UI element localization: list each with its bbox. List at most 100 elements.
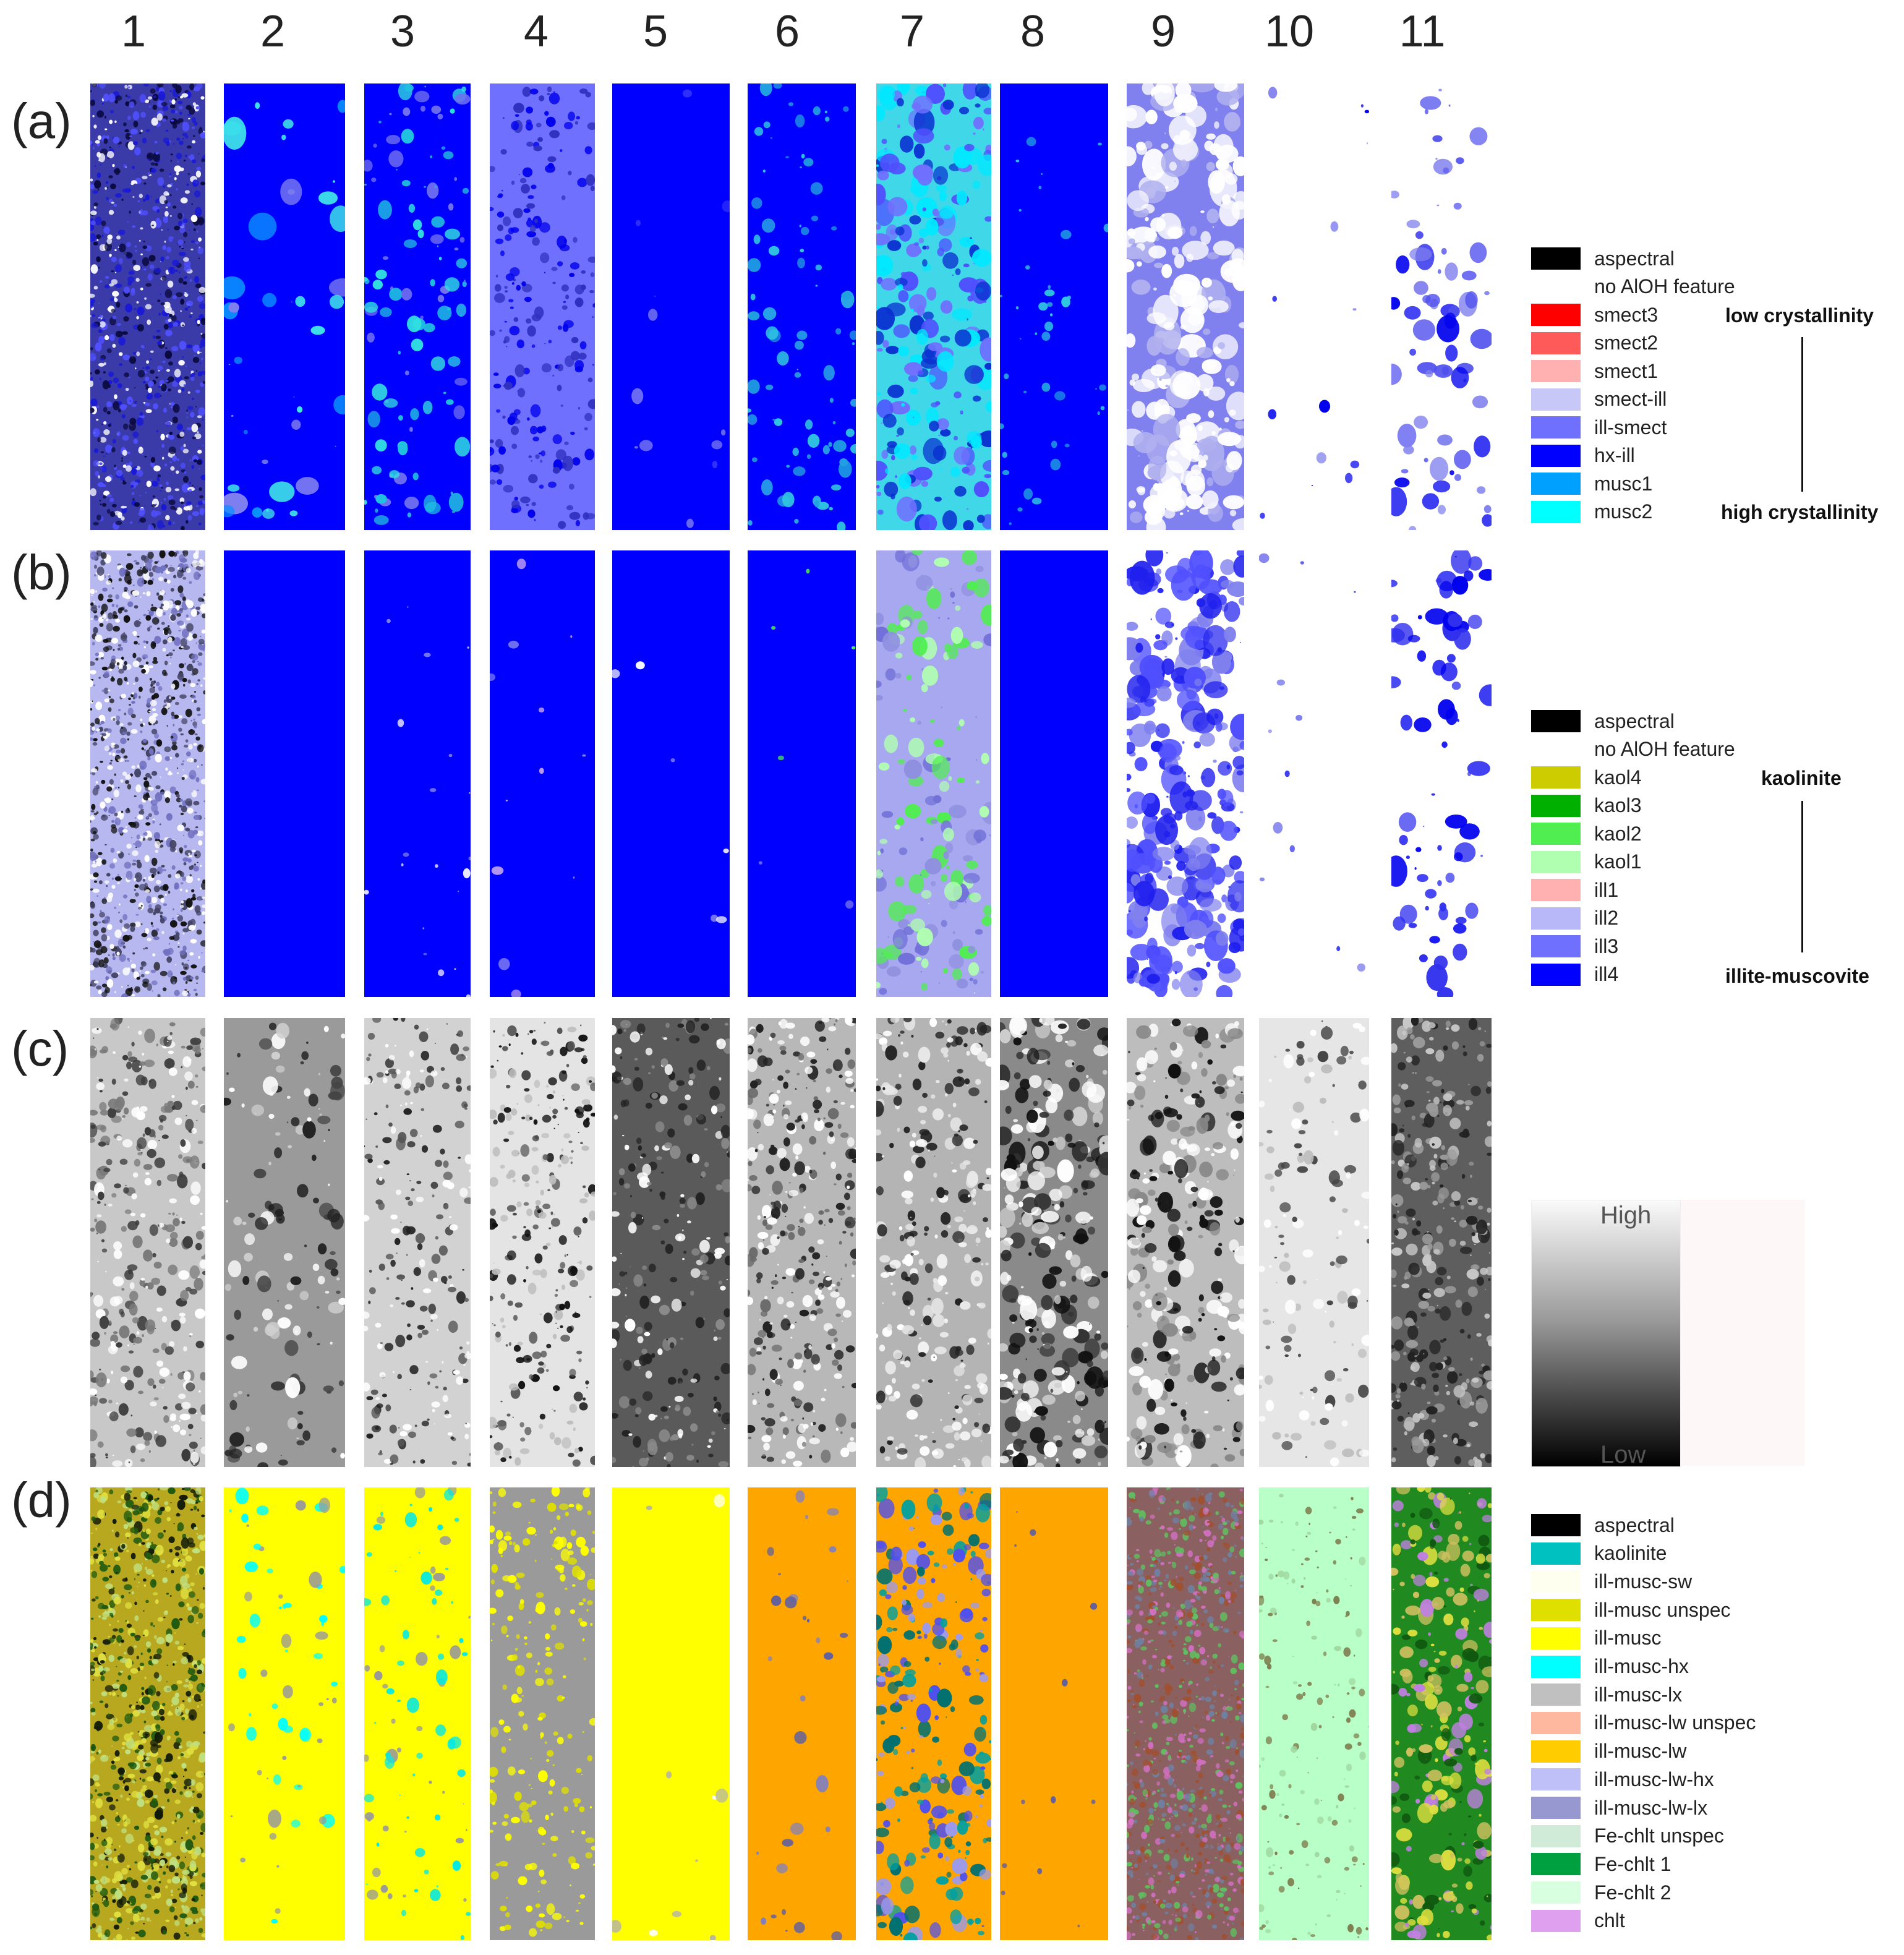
- texture-blob: [106, 1379, 110, 1384]
- texture-blob: [171, 745, 178, 751]
- texture-blob: [143, 1059, 155, 1067]
- texture-blob: [126, 682, 129, 685]
- texture-blob: [635, 220, 641, 226]
- texture-blob: [92, 1027, 102, 1034]
- texture-blob: [462, 281, 467, 288]
- texture-blob: [168, 267, 174, 274]
- texture-blob: [189, 83, 195, 91]
- texture-blob: [137, 200, 140, 203]
- texture-blob: [410, 1102, 413, 1105]
- texture-blob: [168, 567, 175, 572]
- texture-blob: [181, 1066, 183, 1069]
- texture-blob: [748, 258, 761, 272]
- texture-blob: [527, 417, 530, 421]
- texture-blob: [101, 227, 104, 228]
- texture-blob: [142, 1053, 144, 1056]
- texture-blob: [408, 203, 416, 213]
- texture-blob: [1445, 344, 1458, 362]
- texture-blob: [1196, 704, 1202, 709]
- texture-blob: [179, 694, 187, 699]
- texture-blob: [1162, 495, 1185, 511]
- texture-blob: [557, 385, 562, 391]
- texture-blob: [122, 331, 128, 335]
- texture-blob: [641, 1348, 647, 1354]
- texture-blob: [169, 1238, 178, 1247]
- texture-blob: [197, 231, 199, 233]
- texture-blob: [98, 153, 106, 163]
- texture-blob: [317, 1243, 327, 1255]
- texture-blob: [199, 286, 205, 294]
- texture-blob: [90, 1048, 96, 1056]
- texture-blob: [1151, 166, 1156, 169]
- texture-blob: [102, 613, 107, 619]
- texture-blob: [437, 1329, 439, 1331]
- texture-blob: [431, 1254, 441, 1264]
- texture-blob: [96, 1082, 105, 1090]
- texture-blob: [174, 507, 177, 511]
- texture-blob: [976, 838, 982, 844]
- texture-blob: [134, 892, 139, 897]
- texture-blob: [198, 652, 203, 656]
- texture-blob: [192, 436, 197, 440]
- texture-blob: [1201, 768, 1216, 787]
- texture-blob: [925, 374, 936, 383]
- texture-blob: [897, 98, 904, 107]
- texture-blob: [1127, 698, 1136, 708]
- texture-blob: [287, 1417, 297, 1430]
- texture-blob: [202, 1048, 203, 1050]
- texture-blob: [921, 684, 928, 693]
- texture-blob: [445, 228, 460, 240]
- texture-blob: [164, 211, 169, 217]
- texture-blob: [112, 438, 116, 444]
- texture-blob: [886, 302, 906, 317]
- texture-blob: [512, 1179, 516, 1183]
- texture-blob: [625, 1294, 627, 1297]
- texture-blob: [586, 174, 595, 186]
- texture-blob: [573, 1427, 576, 1431]
- texture-blob: [96, 1124, 106, 1131]
- texture-blob: [390, 1304, 394, 1307]
- texture-blob: [516, 558, 526, 570]
- texture-blob: [105, 181, 109, 184]
- texture-blob: [888, 901, 907, 922]
- texture-blob: [91, 863, 98, 868]
- texture-blob: [511, 181, 515, 185]
- texture-blob: [132, 111, 140, 121]
- texture-blob: [313, 1197, 319, 1204]
- texture-blob: [572, 457, 581, 466]
- texture-blob: [803, 158, 814, 167]
- texture-blob: [144, 297, 147, 300]
- texture-blob: [687, 1197, 697, 1210]
- texture-blob: [97, 135, 101, 140]
- texture-blob: [493, 1262, 495, 1264]
- panel-a-5: [612, 83, 730, 530]
- texture-blob: [528, 474, 538, 484]
- texture-blob: [490, 1273, 493, 1278]
- texture-blob: [333, 395, 345, 415]
- texture-blob: [128, 1461, 130, 1463]
- texture-blob: [168, 1212, 171, 1215]
- texture-blob: [307, 1331, 312, 1338]
- texture-blob: [162, 106, 169, 111]
- texture-blob: [296, 1440, 305, 1445]
- texture-blob: [367, 1158, 373, 1163]
- texture-blob: [304, 1244, 307, 1247]
- texture-blob: [94, 180, 101, 189]
- texture-blob: [377, 1343, 383, 1350]
- texture-blob: [158, 85, 161, 87]
- texture-blob: [750, 293, 756, 301]
- texture-blob: [496, 409, 501, 413]
- texture-blob: [183, 504, 186, 507]
- texture-blob: [170, 153, 173, 156]
- texture-blob: [1156, 568, 1162, 575]
- texture-blob: [388, 1123, 393, 1127]
- texture-blob: [438, 969, 445, 977]
- texture-blob: [114, 264, 122, 273]
- texture-blob: [257, 1462, 268, 1467]
- texture-blob: [90, 488, 96, 497]
- texture-blob: [291, 301, 292, 302]
- texture-blob: [425, 1075, 434, 1088]
- texture-blob: [1203, 625, 1228, 656]
- texture-blob: [148, 715, 156, 724]
- texture-blob: [134, 889, 136, 891]
